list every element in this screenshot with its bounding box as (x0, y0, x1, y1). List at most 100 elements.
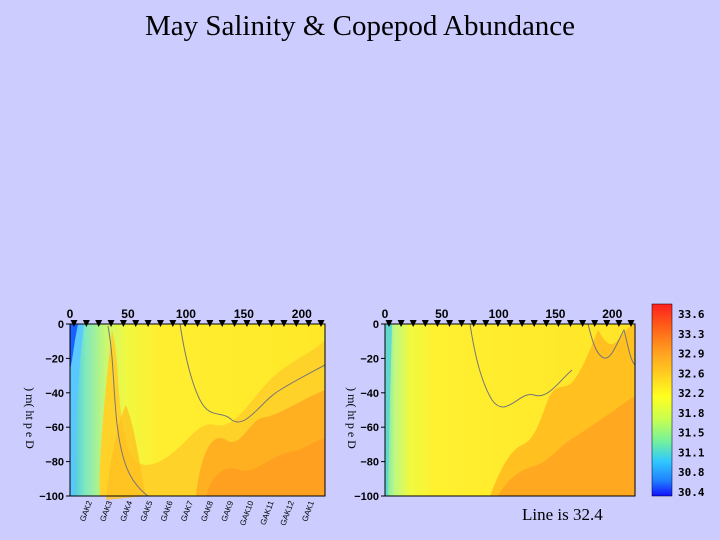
left-station-marker (194, 320, 201, 327)
right-station-marker (567, 320, 574, 327)
right-x-ticks: 0 50 100 150 200 (382, 307, 623, 321)
right-x-tick-label: 0 (382, 307, 389, 321)
right-station-marker (579, 320, 587, 327)
right-contour-line (469, 323, 573, 408)
right-station-marker (458, 320, 466, 327)
left-x-tick-label: 100 (176, 307, 196, 321)
right-station-marker (433, 320, 441, 327)
left-y-tick-label: −40 (45, 388, 64, 400)
left-deep-zone (206, 438, 325, 496)
station-label: GAK5 (139, 499, 155, 523)
left-station-markers (70, 320, 325, 327)
colorbar-label: 30.4 (678, 486, 705, 499)
colorbar-labels: 33.6 33.3 32.9 32.6 32.2 31.8 31.5 31.1 30.8 30.4 (678, 308, 705, 499)
left-station-marker (144, 320, 152, 327)
right-contour-line-2 (587, 323, 636, 366)
left-y-tick-label: −100 (39, 491, 64, 503)
right-deep-zone (498, 396, 635, 496)
left-station-marker (132, 320, 140, 327)
right-y-tick-label: 0 (373, 319, 379, 331)
left-patch (106, 405, 146, 500)
left-y-axis-label: ) m( ht p e D (23, 387, 37, 449)
right-station-marker (518, 320, 526, 327)
right-y-tick-label: −100 (354, 491, 379, 503)
left-x-tick-label: 150 (234, 307, 254, 321)
left-station-marker (292, 320, 300, 327)
left-x-tick-label: 50 (121, 307, 135, 321)
station-label: GAK6 (159, 499, 175, 523)
right-x-tick-label: 150 (545, 307, 565, 321)
left-station-labels: GAK2 GAK3 GAK4 GAK5 GAK6 GAK7 GAK8 GAK9 GAK10 GAK… (78, 499, 316, 527)
left-station-marker (156, 320, 164, 327)
right-station-marker (530, 320, 538, 327)
colorbar-label: 31.8 (678, 407, 705, 420)
right-station-marker (494, 320, 502, 327)
left-station-marker (206, 320, 214, 327)
right-station-marker (397, 320, 405, 327)
left-x-tick-label: 0 (67, 307, 74, 321)
colorbar-label: 32.9 (678, 348, 705, 361)
colorbar-label: 32.6 (678, 367, 705, 380)
left-station-marker (119, 320, 127, 327)
left-station-marker (169, 320, 177, 327)
right-panel: 0 50 100 150 200 0 −20 −40 −60 −80 −100 ) m( ht p… (345, 307, 636, 503)
left-x-ticks: 0 50 100 150 200 (67, 307, 312, 321)
station-label: GAK1 (300, 499, 316, 523)
left-station-marker (317, 320, 325, 327)
right-fresh-edge (385, 324, 392, 496)
left-y-ticks: 0 −20 −40 −60 −80 −100 (39, 319, 70, 503)
left-station-marker (70, 320, 78, 327)
left-station-marker (181, 320, 189, 327)
left-fresh-edge (70, 324, 78, 370)
left-fresh-core (70, 324, 84, 496)
left-station-marker (268, 320, 276, 327)
station-label: GAK4 (119, 499, 135, 523)
right-y-ticks: 0 −20 −40 −60 −80 −100 (354, 319, 385, 503)
station-label: GAK8 (199, 499, 215, 523)
left-panel: 0 50 100 150 200 0 −20 −40 −60 −80 −100 GAK2 GAK3 G… (23, 307, 326, 527)
left-y-tick-label: −60 (45, 422, 64, 434)
left-y-tick-label: −20 (45, 353, 64, 365)
left-y-tick-label: 0 (58, 319, 64, 331)
footnote: Line is 32.4 (522, 505, 603, 524)
left-station-marker (218, 320, 226, 327)
right-station-markers (385, 320, 635, 327)
station-label: GAK12 (279, 499, 296, 527)
left-station-marker (255, 320, 263, 327)
left-contour-line-2 (179, 323, 326, 423)
right-x-tick-label: 100 (489, 307, 509, 321)
station-label: GAK10 (238, 499, 255, 527)
right-y-tick-label: −20 (360, 353, 379, 365)
right-y-tick-label: −60 (360, 422, 379, 434)
right-station-marker (446, 320, 453, 327)
colorbar-label: 31.5 (678, 427, 705, 440)
left-y-tick-label: −80 (45, 457, 64, 469)
right-station-marker (421, 320, 429, 327)
slide-title: May Salinity & Copepod Abundance (144, 10, 576, 42)
station-label: GAK3 (98, 499, 114, 523)
station-label: GAK2 (78, 499, 94, 523)
right-y-tick-label: −40 (360, 388, 379, 400)
right-station-marker (385, 320, 393, 327)
station-label: GAK11 (259, 499, 276, 526)
left-contour-line (107, 325, 149, 497)
colorbar-label: 32.2 (678, 387, 705, 400)
right-station-marker (627, 320, 635, 327)
station-label: GAK7 (179, 499, 195, 523)
station-label: GAK9 (220, 499, 236, 523)
right-x-tick-label: 50 (435, 307, 449, 321)
colorbar-ramp (651, 303, 673, 497)
left-station-marker (95, 320, 103, 327)
colorbar-label: 33.3 (678, 328, 705, 341)
right-station-marker (470, 320, 478, 327)
colorbar-label: 33.6 (678, 308, 705, 321)
right-station-marker (603, 320, 611, 327)
left-station-marker (231, 320, 239, 327)
left-station-marker (82, 320, 90, 327)
right-y-axis-label: ) m( ht p e D (345, 387, 359, 449)
colorbar: 33.6 33.3 32.9 32.6 32.2 31.8 31.5 31.1 30.8 30.4 (651, 303, 705, 499)
right-station-marker (542, 320, 550, 327)
right-x-tick-label: 200 (602, 307, 622, 321)
left-station-marker (305, 320, 313, 327)
